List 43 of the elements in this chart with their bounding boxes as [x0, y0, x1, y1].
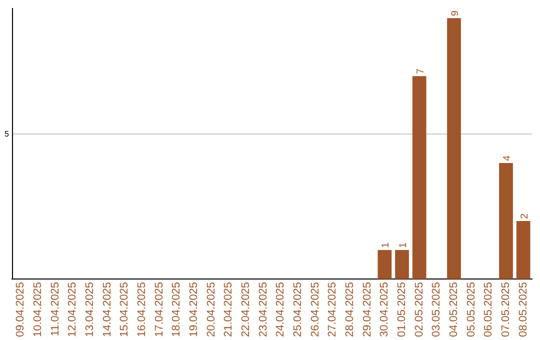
- x-tick-label: 20.04.2025: [205, 282, 218, 338]
- x-tick-label: 23.04.2025: [257, 282, 270, 338]
- x-tick-label: 19.04.2025: [188, 282, 200, 338]
- x-tick-label: 04.05.2025: [448, 282, 460, 338]
- bar: [378, 250, 392, 279]
- x-tick-label: 09.04.2025: [14, 282, 27, 338]
- data-label: 4: [502, 155, 513, 162]
- bar: [395, 250, 409, 279]
- x-tick-label: 18.04.2025: [170, 282, 183, 338]
- x-tick-label: 24.04.2025: [274, 282, 287, 338]
- x-tick-label: 06.05.2025: [482, 282, 495, 338]
- x-tick-label: 08.05.2025: [517, 282, 530, 338]
- x-tick-label: 25.04.2025: [292, 282, 304, 338]
- x-tick-label: 30.04.2025: [378, 282, 391, 338]
- x-tick-label: 22.04.2025: [240, 282, 252, 338]
- data-label: 1: [380, 242, 392, 248]
- x-tick-label: 12.04.2025: [66, 282, 79, 338]
- data-label: 9: [450, 10, 461, 16]
- x-tick-label: 21.04.2025: [222, 282, 235, 338]
- x-tick-label: 05.05.2025: [465, 282, 478, 338]
- data-label: 7: [415, 68, 426, 74]
- x-tick-label: 01.05.2025: [396, 282, 408, 338]
- x-tick-label: 16.04.2025: [136, 282, 148, 338]
- data-label: 2: [519, 212, 530, 219]
- data-label: 1: [398, 242, 409, 248]
- x-tick-label: 26.04.2025: [309, 282, 322, 338]
- x-tick-label: 03.05.2025: [430, 282, 443, 338]
- x-tick-label: 27.04.2025: [326, 282, 339, 338]
- bar: [412, 76, 426, 279]
- x-tick-label: 17.04.2025: [153, 282, 166, 338]
- x-tick-label: 07.05.2025: [500, 282, 512, 338]
- bar: [499, 163, 513, 279]
- x-tick-label: 11.04.2025: [49, 282, 62, 336]
- ref-line-label: 5: [4, 129, 10, 138]
- x-tick-label: 29.04.2025: [361, 282, 374, 338]
- x-tick-label: 13.04.2025: [84, 282, 96, 338]
- bar: [447, 18, 461, 279]
- x-tick-label: 28.04.2025: [344, 282, 356, 338]
- x-tick-label: 10.04.2025: [32, 282, 44, 338]
- x-tick-label: 14.04.2025: [101, 282, 114, 338]
- x-tick-label: 15.04.2025: [118, 282, 131, 338]
- x-tick-label: 02.05.2025: [413, 282, 426, 338]
- bar: [516, 220, 530, 279]
